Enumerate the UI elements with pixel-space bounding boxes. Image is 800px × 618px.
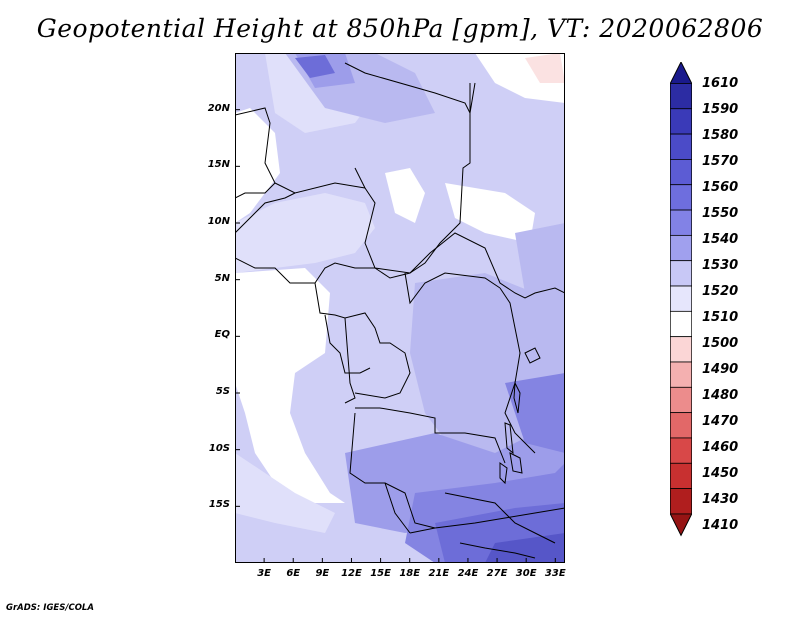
contour-white-chad [385, 168, 425, 223]
geopotential-contour-fills [235, 53, 565, 563]
colorbar-swatch [670, 462, 692, 490]
colorbar-swatch [670, 412, 692, 439]
border-line [499, 287, 536, 454]
border-line [444, 492, 556, 544]
colorbar-level-label: 1610 [702, 76, 739, 91]
colorbar-swatch [670, 285, 692, 312]
lat-label: 20N [207, 102, 230, 114]
colorbar-level-label: 1410 [702, 518, 739, 533]
contour-1570-north [295, 55, 335, 78]
border-line [374, 232, 565, 299]
contour-1510-northeast [525, 53, 565, 83]
colorbar-swatch [670, 488, 692, 515]
colorbar-swatch [670, 386, 692, 414]
lon-label: 27E [486, 568, 508, 579]
border-line [384, 482, 436, 529]
lat-label: 15N [207, 159, 230, 171]
border-line [404, 272, 501, 305]
lat-label: EQ [214, 329, 230, 341]
lon-label: 24E [457, 568, 479, 579]
contour-1520-angola-coast [235, 453, 335, 533]
border-line [344, 62, 476, 115]
lat-label: 5S [215, 386, 230, 397]
colorbar-level-label: 1480 [702, 388, 739, 403]
colorbar-level-label: 1470 [702, 414, 739, 429]
colorbar-level-label: 1460 [702, 440, 739, 455]
colorbar-level-label: 1520 [702, 284, 739, 299]
border-line [349, 412, 411, 534]
colorbar-level-label: 1510 [702, 310, 739, 325]
lon-label: 33E [544, 568, 566, 579]
lake-outline [513, 381, 521, 414]
map-panel [235, 53, 565, 563]
colorbar-swatch [670, 184, 692, 211]
map-title: Geopotential Height at 850hPa [gpm], VT:… [36, 14, 764, 43]
colorbar-swatch [670, 159, 692, 186]
lon-label: 21E [428, 568, 450, 579]
colorbar-level-label: 1540 [702, 232, 739, 247]
colorbar-swatch [670, 260, 692, 287]
axis-ticks [235, 109, 556, 563]
border-line [235, 192, 296, 234]
colorbar-level-label: 1450 [702, 466, 739, 481]
lon-label: 30E [515, 568, 537, 579]
colorbar-swatch [670, 108, 692, 135]
lat-label: 10S [208, 442, 230, 454]
lat-label: 5N [214, 272, 230, 284]
colorbar-level-label: 1580 [702, 128, 739, 143]
grads-credit: GrADS: IGES/COLA [6, 603, 94, 613]
colorbar-level-label: 1430 [702, 492, 739, 507]
colorbar-level-label: 1550 [702, 206, 739, 221]
colorbar-swatch [670, 83, 692, 110]
lon-label: 18E [399, 568, 421, 579]
lat-label: 15S [208, 499, 230, 511]
border-line [274, 182, 366, 194]
colorbar-level-label: 1530 [702, 258, 739, 273]
colorbar-swatch [670, 234, 692, 262]
lon-label: 3E [257, 568, 271, 579]
lon-label: 6E [286, 568, 301, 579]
border-line [355, 407, 506, 464]
map-canvas [235, 53, 565, 563]
colorbar-bottom-arrow [670, 513, 692, 537]
colorbar-swatch [670, 310, 692, 338]
border-line [314, 282, 411, 399]
lake-outline [504, 422, 514, 455]
lake-outline [499, 462, 508, 485]
colorbar-level-label: 1490 [702, 362, 739, 377]
colorbar-swatch [670, 361, 692, 388]
colorbar-swatch [670, 133, 692, 160]
border-line [344, 317, 356, 404]
lon-label: 12E [341, 568, 362, 579]
colorbar-top-arrow [670, 62, 692, 84]
colorbar-swatch [670, 437, 692, 464]
contour-white-west [235, 268, 345, 503]
border-line [324, 314, 371, 374]
border-line [409, 507, 565, 534]
lake-outline [509, 452, 523, 474]
lat-label: 10N [207, 216, 230, 227]
country-borders [235, 62, 565, 559]
lon-label: 9E [315, 568, 330, 579]
border-line [459, 542, 536, 559]
contour-1580-south [485, 533, 565, 563]
lon-label: 15E [370, 568, 391, 579]
colorbar-level-label: 1560 [702, 180, 739, 195]
colorbar-level-label: 1590 [702, 102, 739, 117]
colorbar-level-label: 1570 [702, 154, 739, 169]
contour-1540-east [515, 223, 565, 303]
lake-outline [524, 347, 541, 364]
colorbar-swatch [670, 209, 692, 236]
contour-white-sudan [445, 183, 535, 243]
contour-1520-westafrica [235, 193, 375, 273]
colorbar [670, 62, 692, 537]
colorbar-swatch [670, 336, 692, 363]
border-line [235, 107, 276, 199]
colorbar-level-label: 1500 [702, 336, 739, 351]
map-frame [235, 53, 565, 563]
